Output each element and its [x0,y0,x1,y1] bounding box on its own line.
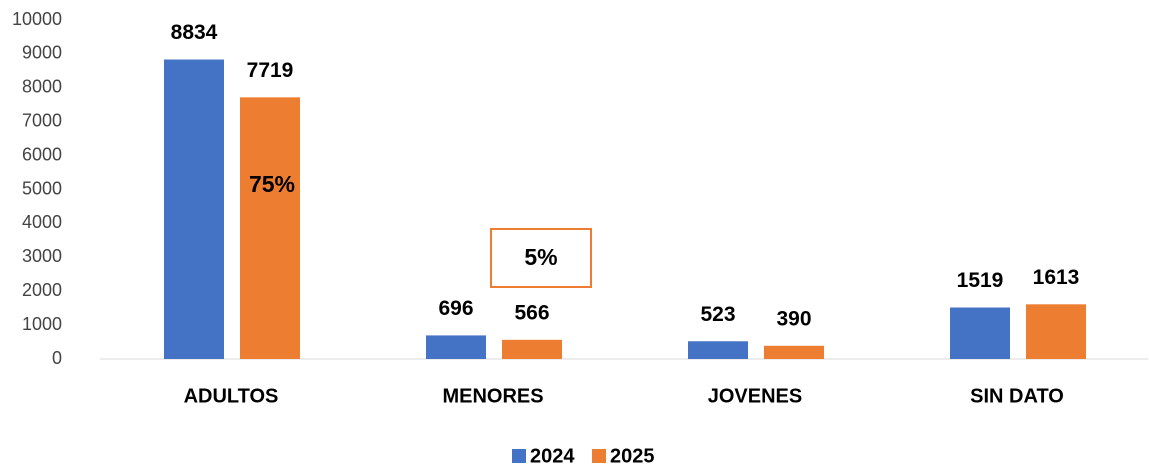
legend-label: 2024 [530,445,575,466]
y-tick-label: 9000 [22,43,62,63]
data-label: 7719 [247,59,294,82]
bar [950,307,1010,359]
data-label: 566 [514,301,549,324]
y-tick-label: 5000 [22,178,62,198]
annotation: 75% [249,171,295,197]
legend-swatch [592,449,606,463]
bar [240,97,300,359]
data-label: 1613 [1033,266,1080,289]
x-tick-label: JOVENES [708,385,802,407]
x-tick-label: SIN DATO [970,385,1064,407]
data-label: 390 [776,307,811,330]
bar [1026,304,1086,359]
y-tick-label: 8000 [22,77,62,97]
x-tick-label: ADULTOS [184,385,279,407]
data-label: 1519 [957,269,1004,292]
data-label: 696 [438,297,473,320]
bar [164,59,224,359]
bar [688,341,748,359]
bar [502,339,562,359]
legend-label: 2025 [610,445,655,466]
bar [764,345,824,359]
x-tick-label: MENORES [442,385,543,407]
annotation: 5% [524,244,557,270]
data-label: 523 [700,303,735,326]
data-label: 8834 [171,21,218,44]
y-tick-label: 10000 [12,9,62,29]
y-tick-label: 6000 [22,144,62,164]
y-tick-label: 0 [52,348,62,368]
bar [426,335,486,359]
annotation-box [490,228,592,288]
y-tick-label: 4000 [22,212,62,232]
y-tick-label: 1000 [22,314,62,334]
legend-swatch [512,449,526,463]
y-tick-label: 7000 [22,110,62,130]
y-tick-label: 2000 [22,280,62,300]
y-tick-label: 3000 [22,246,62,266]
